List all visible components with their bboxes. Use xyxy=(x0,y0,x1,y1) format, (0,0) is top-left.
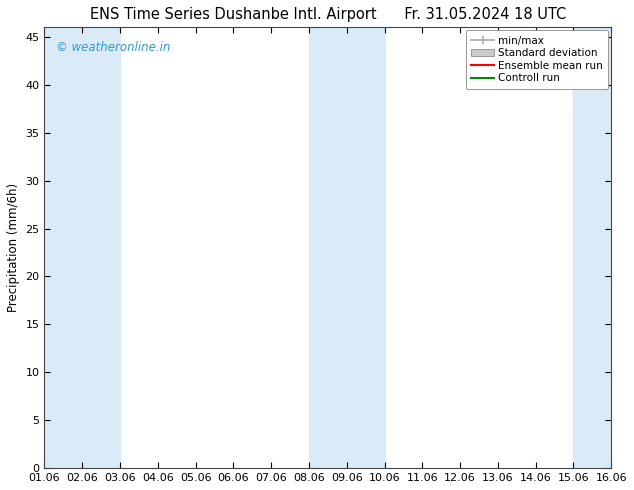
Title: ENS Time Series Dushanbe Intl. Airport      Fr. 31.05.2024 18 UTC: ENS Time Series Dushanbe Intl. Airport F… xyxy=(90,7,566,22)
Legend: min/max, Standard deviation, Ensemble mean run, Controll run: min/max, Standard deviation, Ensemble me… xyxy=(466,30,608,89)
Bar xyxy=(574,27,611,468)
Bar xyxy=(44,27,120,468)
Y-axis label: Precipitation (mm/6h): Precipitation (mm/6h) xyxy=(7,183,20,312)
Bar xyxy=(309,27,385,468)
Text: © weatheronline.in: © weatheronline.in xyxy=(56,41,170,53)
